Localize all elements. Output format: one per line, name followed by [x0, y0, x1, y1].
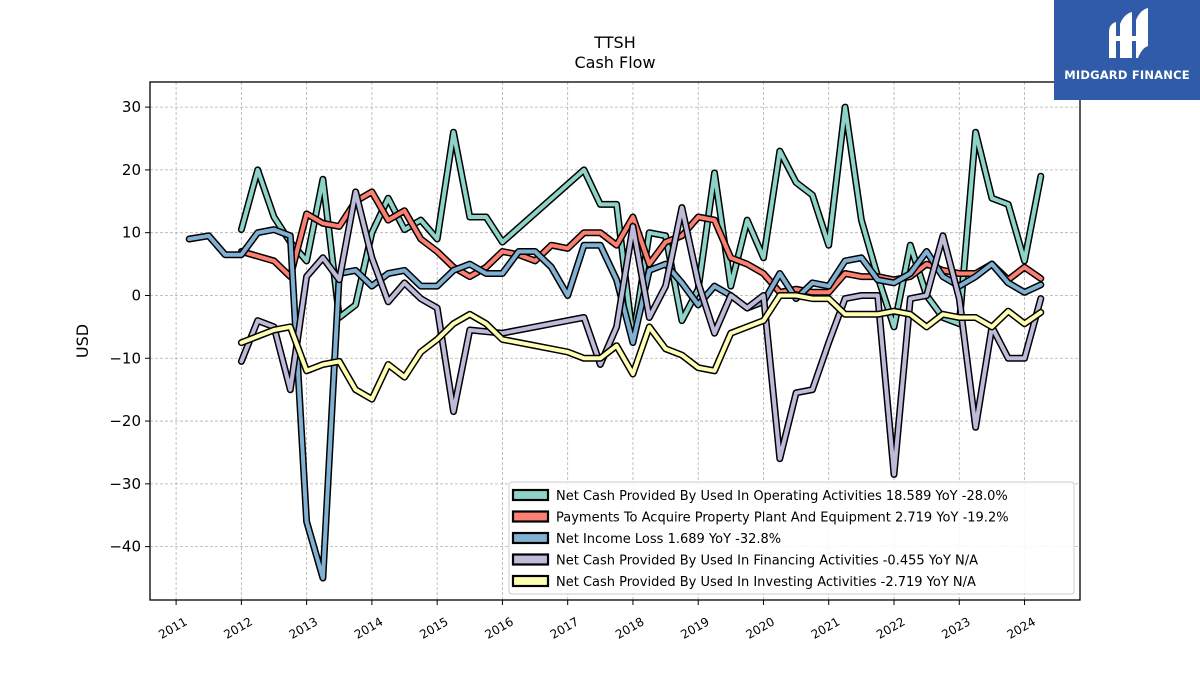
x-tick-label: 2015: [417, 614, 450, 641]
y-tick-label: −20: [109, 412, 141, 430]
logo-mark-icon: [1109, 8, 1148, 58]
legend-label-2: Payments To Acquire Property Plant And E…: [556, 511, 1009, 526]
x-tick-label: 2016: [482, 614, 515, 641]
x-tick-label: 2024: [1005, 614, 1038, 641]
x-tick-label: 2020: [744, 614, 777, 641]
legend-label-3: Net Income Loss 1.689 YoY -32.8%: [556, 532, 781, 547]
x-tick-label: 2017: [548, 614, 581, 641]
y-tick-label: 0: [131, 286, 141, 304]
legend-swatch-5: [511, 574, 550, 588]
x-tick-label: 2014: [352, 614, 385, 641]
x-tick-label: 2019: [678, 614, 711, 641]
legend-swatch-4: [511, 553, 550, 566]
legend-label-4: Net Cash Provided By Used In Financing A…: [556, 554, 978, 569]
plot-frame: [149, 81, 1081, 601]
x-tick-label: 2023: [939, 614, 972, 641]
legend: Net Cash Provided By Used In Operating A…: [508, 481, 1075, 595]
chart-subtitle: Cash Flow: [574, 53, 655, 72]
y-tick-label: −30: [109, 475, 141, 493]
series-line-3: [187, 227, 1043, 580]
chart-title: TTSH: [593, 33, 635, 52]
y-tick-label: 10: [122, 224, 141, 242]
y-tick-label: −40: [109, 538, 141, 556]
x-tick-label: 2013: [287, 614, 320, 641]
y-tick-label: 30: [122, 98, 141, 116]
x-tick-label: 2012: [221, 614, 254, 641]
x-tick-label: 2011: [156, 614, 189, 641]
midgard-finance-logo: MIDGARD FINANCE: [1054, 0, 1200, 100]
series-layer: [185, 103, 1045, 582]
legend-swatch-2: [511, 510, 550, 523]
y-tick-label: −10: [109, 349, 141, 367]
y-tick-label: 20: [122, 161, 141, 179]
series-line-5: [239, 293, 1043, 402]
legend-label-1: Net Cash Provided By Used In Operating A…: [556, 489, 1008, 504]
legend-box: [508, 481, 1075, 595]
legend-swatch-3: [511, 531, 550, 545]
legend-swatch-1: [511, 488, 550, 502]
series-line-4: [239, 189, 1043, 477]
x-tick-label: 2021: [809, 614, 842, 641]
x-tick-label: 2022: [874, 614, 907, 641]
logo-text: MIDGARD FINANCE: [1064, 68, 1190, 82]
legend-label-5: Net Cash Provided By Used In Investing A…: [556, 575, 976, 590]
x-tick-label: 2018: [613, 614, 646, 641]
y-axis-label: USD: [73, 324, 92, 358]
